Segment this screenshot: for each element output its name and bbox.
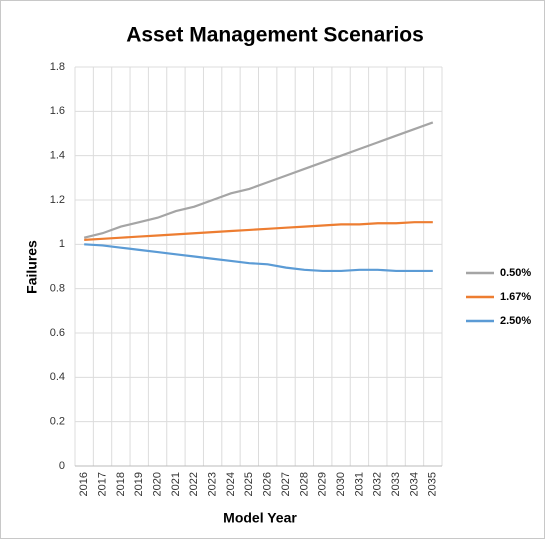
- y-tick-label: 0.2: [50, 416, 65, 428]
- y-axis-label: Failures: [24, 240, 40, 294]
- y-tick-label: 0.4: [50, 371, 65, 383]
- series-line: [84, 243, 433, 273]
- y-tick-label: 1.2: [50, 194, 65, 206]
- series-line: [84, 221, 433, 241]
- legend-label: 2.50%: [500, 315, 531, 327]
- x-tick-label: 2016: [78, 472, 90, 496]
- x-tick-label: 2023: [207, 472, 219, 496]
- x-tick-label: 2033: [390, 472, 402, 496]
- x-tick-label: 2026: [262, 472, 274, 496]
- x-tick-label: 2030: [335, 472, 347, 496]
- x-tick-label: 2027: [280, 472, 292, 496]
- y-tick-label: 1.4: [50, 150, 65, 162]
- x-tick-label: 2025: [243, 472, 255, 496]
- x-tick-label: 2034: [408, 472, 420, 496]
- x-tick-label: 2021: [170, 472, 182, 496]
- x-tick-label: 2032: [372, 472, 384, 496]
- x-tick-label: 2019: [133, 472, 145, 496]
- x-tick-label: 2022: [188, 472, 200, 496]
- x-axis-label: Model Year: [223, 510, 297, 526]
- y-tick-label: 0: [59, 460, 65, 472]
- y-tick-label: 0.6: [50, 327, 65, 339]
- x-tick-label: 2017: [96, 472, 108, 496]
- series-line: [83, 121, 434, 239]
- x-tick-label: 2024: [225, 472, 237, 496]
- x-tick-label: 2020: [151, 472, 163, 496]
- y-tick-label: 0.8: [50, 283, 65, 295]
- y-tick-label: 1: [59, 238, 65, 250]
- chart-title: Asset Management Scenarios: [126, 24, 424, 47]
- x-tick-label: 2035: [427, 472, 439, 496]
- x-tick-label: 2018: [115, 472, 127, 496]
- legend-label: 1.67%: [500, 291, 531, 303]
- x-tick-label: 2031: [353, 472, 365, 496]
- x-tick-label: 2029: [317, 472, 329, 496]
- y-tick-label: 1.6: [50, 105, 65, 117]
- legend-label: 0.50%: [500, 267, 531, 279]
- y-tick-label: 1.8: [50, 61, 65, 73]
- x-tick-label: 2028: [298, 472, 310, 496]
